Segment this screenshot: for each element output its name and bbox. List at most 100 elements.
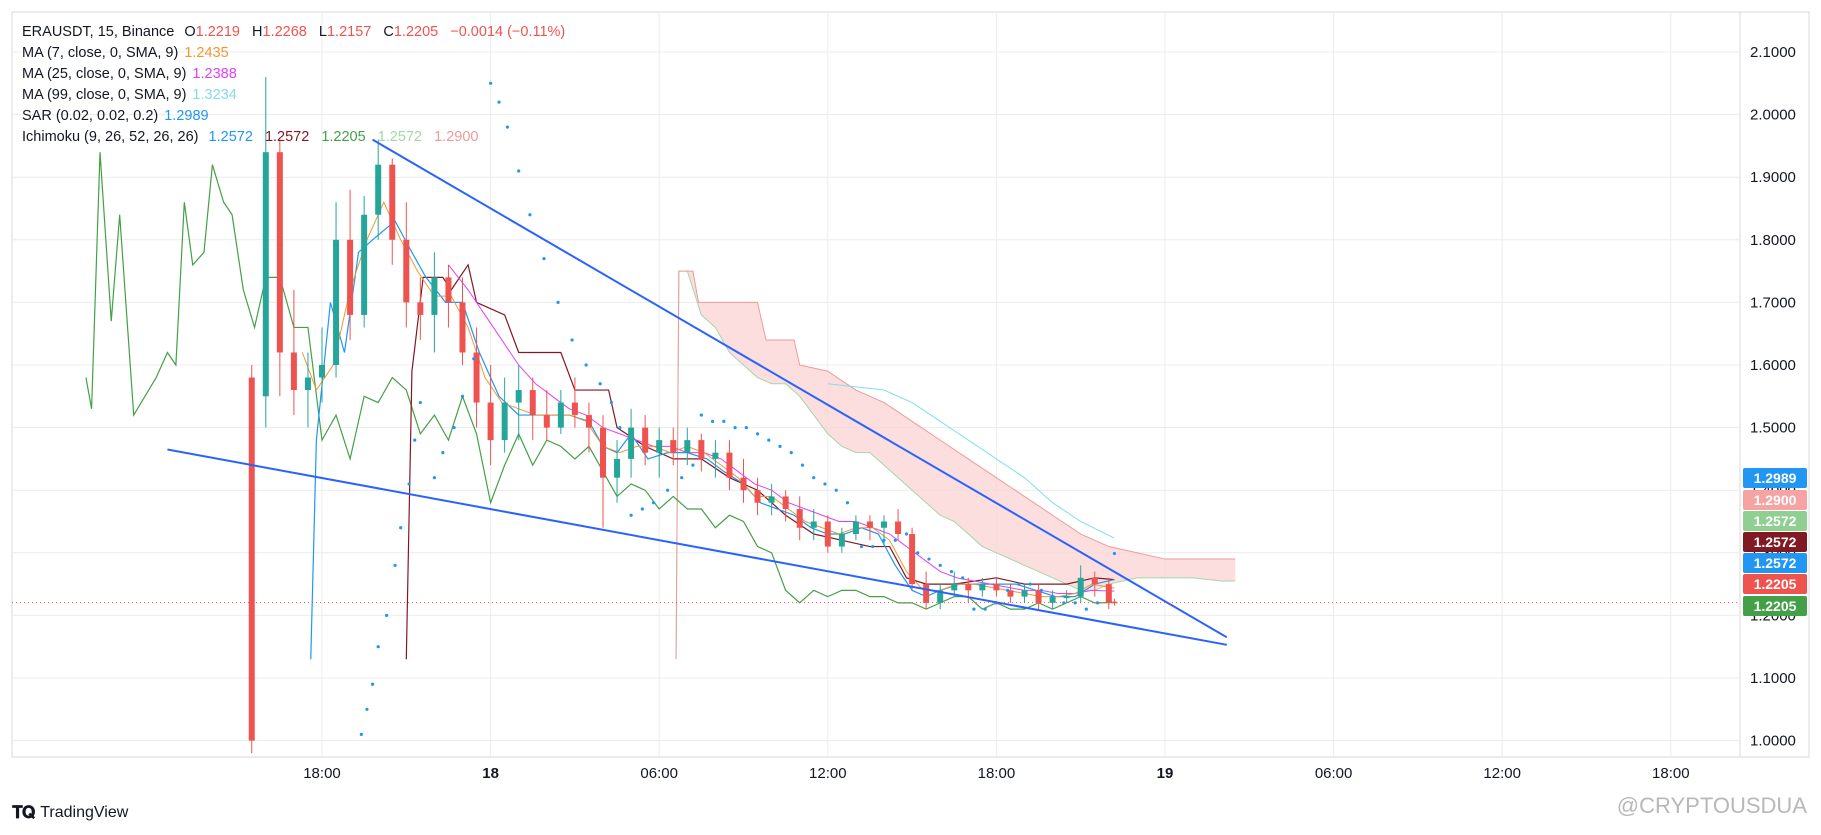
sar-dot — [904, 532, 909, 536]
close-label: C — [383, 24, 394, 40]
candle-body — [1111, 601, 1118, 604]
ichimoku-span-a-value: 1.2572 — [377, 129, 423, 145]
candle-body — [445, 277, 452, 303]
legend-ma25[interactable]: MA (25, close, 0, SMA, 9) 1.2388 — [22, 64, 573, 85]
sar-value: 1.2989 — [164, 108, 209, 124]
candle-body — [881, 521, 887, 528]
candle-body — [824, 521, 831, 547]
ma25-value: 1.2388 — [192, 66, 237, 82]
time-tick-label: 18:00 — [978, 765, 1016, 782]
candle-body — [1077, 577, 1084, 597]
candle-body — [417, 302, 424, 315]
sar-dot — [699, 413, 703, 417]
sar-dot — [640, 507, 644, 511]
candle-body — [993, 584, 1000, 591]
sar-dot — [505, 125, 510, 129]
legend-ma7[interactable]: MA (7, close, 0, SMA, 9) 1.2435 — [22, 43, 573, 64]
price-badge-label: 1.2572 — [1754, 513, 1797, 529]
candle-body — [754, 490, 761, 503]
price-axis[interactable]: 2.1000 2.0000 1.9000 1.8000 1.7000 1.6000 1.50… — [1750, 44, 1796, 750]
candle-body — [740, 477, 747, 491]
lagging-span-line — [85, 152, 1115, 610]
sar-dot — [938, 563, 942, 567]
sar-dot — [542, 256, 546, 261]
candle-body — [333, 239, 340, 365]
price-badge-label: 1.2572 — [1754, 534, 1797, 550]
sar-dot — [393, 563, 397, 567]
price-tick-label: 1.8000 — [1750, 232, 1796, 249]
ichimoku-tenkan-value: 1.2572 — [208, 129, 253, 145]
candle-body — [726, 452, 733, 478]
cloud-fill — [678, 271, 1236, 591]
sar-dot — [949, 569, 954, 574]
candle-body — [1035, 590, 1042, 603]
candle-body — [1007, 590, 1014, 597]
time-tick-label: 06:00 — [640, 765, 678, 782]
candle-body — [1091, 577, 1098, 585]
sar-dot — [365, 707, 369, 711]
sar-dot — [916, 551, 920, 555]
time-axis[interactable]: 18:00 18 06:00 12:00 18:00 19 06:00 12:00 18:00 — [303, 765, 1689, 782]
sar-dot — [370, 682, 375, 686]
candle-body — [698, 440, 705, 459]
candle-body — [543, 415, 550, 428]
sar-dot — [972, 607, 976, 611]
candle-body — [290, 352, 297, 391]
price-badge — [1743, 596, 1807, 616]
sar-dot — [778, 444, 782, 448]
trendlines[interactable] — [167, 138, 1228, 646]
ma99-line — [827, 383, 1115, 539]
legend-ichimoku[interactable]: Ichimoku (9, 26, 52, 26, 26) 1.2572 1.25… — [22, 127, 573, 148]
sar-dot — [691, 463, 695, 467]
legend-sar[interactable]: SAR (0.02, 0.02, 0.2) 1.2989 — [22, 106, 573, 127]
sar-dot — [609, 400, 614, 405]
sar-dot — [1028, 582, 1032, 586]
price-badge-label: 1.2205 — [1754, 598, 1797, 614]
tradingview-brand[interactable]: 𝐓𝐐 TradingView — [12, 803, 128, 823]
candle-body — [684, 440, 691, 453]
sar-dot — [893, 538, 897, 542]
ma7-label: MA (7, close, 0, SMA, 9) — [22, 45, 179, 61]
candle-body — [276, 152, 283, 353]
candle-body — [459, 302, 466, 353]
high-value: 1.2268 — [262, 24, 307, 40]
open-value: 1.2219 — [195, 24, 240, 40]
time-tick-label: 18 — [482, 765, 499, 782]
price-badge-label: 1.2572 — [1754, 555, 1797, 571]
candle-body — [628, 427, 635, 459]
sar-dot — [1017, 582, 1021, 586]
sar-dot — [441, 451, 445, 455]
sar-dot — [452, 426, 456, 430]
sar-dot — [845, 501, 850, 505]
candle-body — [571, 402, 578, 416]
sar-dot — [1112, 551, 1117, 556]
sar-dot — [1051, 595, 1055, 599]
sar-dot — [834, 488, 838, 492]
candle-body — [712, 452, 719, 459]
sar-dot — [823, 482, 827, 486]
candle-body — [361, 214, 368, 315]
candle-body — [782, 496, 789, 509]
sar-dot — [882, 538, 886, 542]
sar-dot — [1039, 588, 1043, 592]
candle-body — [838, 534, 845, 547]
candles — [248, 77, 1118, 754]
candle-body — [262, 152, 269, 397]
sar-dot — [629, 513, 633, 517]
sar-dot — [927, 557, 931, 561]
candle-body — [852, 521, 859, 535]
sar-dot — [418, 400, 422, 405]
change-value: −0.0014 (−0.11%) — [450, 24, 566, 40]
price-badge-label: 1.2205 — [1754, 576, 1797, 592]
sar-dot — [570, 338, 574, 342]
price-badge — [1743, 490, 1807, 510]
sar-dot — [871, 544, 875, 549]
sar-dot — [385, 613, 389, 618]
legend-ma99[interactable]: MA (99, close, 0, SMA, 9) 1.3234 — [22, 85, 573, 106]
price-tick-label: 1.1000 — [1750, 670, 1796, 687]
candle-body — [1105, 584, 1112, 603]
candle-body — [656, 440, 663, 453]
legend-main[interactable]: ERAUSDT, 15, Binance O1.2219 H1.2268 L1.… — [22, 22, 573, 43]
price-badges: 1.2989 1.2900 1.2572 1.2572 1.2572 1.2205 1.22… — [1743, 468, 1807, 616]
